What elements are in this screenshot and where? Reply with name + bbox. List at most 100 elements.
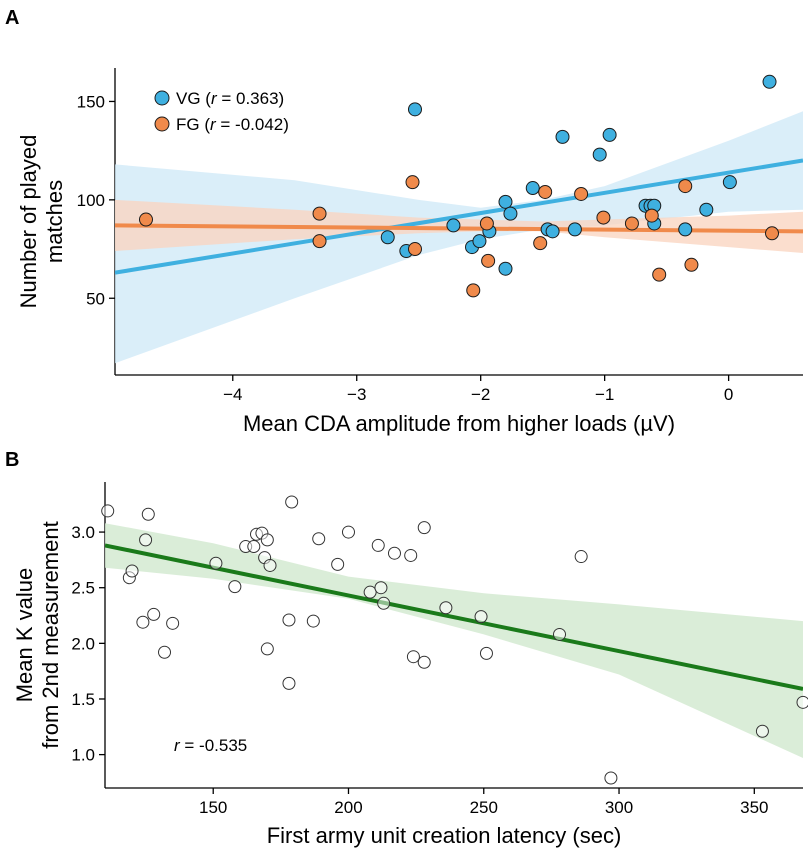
- a-point-fg: [138, 212, 153, 227]
- a-point-fg: [533, 236, 548, 251]
- panel-a: −4 −3 −2 −1 0 50 100 150 VG (r = 0.363) FG (r = -…: [16, 68, 803, 436]
- a-point-fg: [312, 206, 327, 221]
- a-point-vg: [503, 206, 518, 221]
- a-point-vg: [567, 222, 582, 237]
- legend-marker-fg: [154, 116, 170, 132]
- a-point-vg: [525, 181, 540, 196]
- b-point: [260, 533, 274, 547]
- b-point: [209, 556, 223, 570]
- a-point-vg: [472, 234, 487, 249]
- b-point: [260, 642, 274, 656]
- b-point: [474, 610, 488, 624]
- b-y-axis-title: Mean K valuefrom 2nd measurement: [12, 521, 63, 748]
- a-point-vg: [678, 222, 693, 237]
- b-point: [228, 580, 242, 594]
- legend-label-fg: FG (r = -0.042): [176, 115, 289, 134]
- b-fit-line: [105, 543, 803, 691]
- b-point: [387, 546, 401, 560]
- a-x-tick-label: −1: [595, 385, 614, 404]
- a-point-vg: [555, 129, 570, 144]
- b-point: [377, 596, 391, 610]
- a-point-fg: [684, 257, 699, 272]
- a-point-fg: [678, 179, 693, 194]
- b-point: [312, 532, 326, 546]
- b-point: [439, 601, 453, 615]
- a-point-fg: [312, 234, 327, 249]
- a-x-axis-title: Mean CDA amplitude from higher loads (µV…: [243, 411, 675, 436]
- b-point: [404, 548, 418, 562]
- a-point-fg: [574, 186, 589, 201]
- a-y-tick-label: 100: [77, 191, 105, 210]
- b-point: [574, 550, 588, 564]
- b-point: [263, 558, 277, 572]
- b-y-tick-label: 3.0: [71, 523, 95, 542]
- a-x-tick-label: −4: [223, 385, 242, 404]
- a-x-tick-label: 0: [724, 385, 733, 404]
- b-point: [363, 585, 377, 599]
- a-point-vg: [498, 194, 513, 209]
- a-y-axis-title: Number of playedmatches: [16, 135, 67, 309]
- b-y-tick-label: 1.5: [71, 690, 95, 709]
- a-point-fg: [407, 242, 422, 257]
- b-point: [247, 540, 261, 554]
- b-plot-area: [105, 523, 803, 758]
- b-point: [374, 581, 388, 595]
- a-point-fg: [644, 208, 659, 223]
- a-ci-band-vg: [115, 111, 803, 364]
- a-fit-line-vg: [115, 158, 803, 275]
- b-x-tick-label: 300: [605, 798, 633, 817]
- b-point: [553, 627, 567, 641]
- b-point: [147, 607, 161, 621]
- panel-label-a: A: [5, 7, 19, 29]
- b-point: [139, 533, 153, 547]
- a-point-fg: [538, 184, 553, 199]
- a-point-fg: [652, 267, 667, 282]
- b-point: [417, 521, 431, 535]
- b-point: [306, 614, 320, 628]
- b-point: [604, 771, 618, 785]
- b-x-axis-title: First army unit creation latency (sec): [267, 823, 622, 848]
- b-point: [371, 538, 385, 552]
- a-point-vg: [762, 74, 777, 89]
- b-point: [282, 676, 296, 690]
- b-point: [285, 495, 299, 509]
- b-correlation-annotation: r = -0.535: [174, 736, 247, 755]
- b-point: [406, 650, 420, 664]
- b-point: [101, 504, 115, 518]
- a-x-tick-label: −2: [471, 385, 490, 404]
- a-point-vg: [545, 224, 560, 239]
- a-x-tick-label: −3: [347, 385, 366, 404]
- a-point-vg: [380, 230, 395, 245]
- a-point-fg: [596, 210, 611, 225]
- a-point-vg: [602, 127, 617, 142]
- a-y-tick-label: 50: [86, 289, 105, 308]
- a-point-vg: [699, 202, 714, 217]
- legend-label-vg: VG (r = 0.363): [176, 89, 284, 108]
- b-y-tick-label: 1.0: [71, 746, 95, 765]
- b-point: [341, 525, 355, 539]
- b-point: [141, 507, 155, 521]
- b-ci-band: [105, 523, 803, 758]
- b-x-tick-label: 350: [740, 798, 768, 817]
- b-point: [125, 564, 139, 578]
- b-x-tick-label: 200: [334, 798, 362, 817]
- b-y-tick-label: 2.5: [71, 579, 95, 598]
- a-point-vg: [498, 261, 513, 276]
- a-point-vg: [407, 102, 422, 117]
- a-point-fg: [765, 226, 780, 241]
- a-point-vg: [722, 175, 737, 190]
- b-point: [331, 557, 345, 571]
- a-point-fg: [405, 175, 420, 190]
- a-point-fg: [624, 216, 639, 231]
- panel-b: 150 200 250 300 350 1.0 1.5 2.0 2.5 3.0 r = -0.535…: [12, 482, 808, 848]
- b-x-tick-label: 150: [199, 798, 227, 817]
- a-point-fg: [481, 253, 496, 268]
- panel-label-b: B: [5, 449, 19, 471]
- b-x-tick-label: 250: [470, 798, 498, 817]
- b-point: [166, 616, 180, 630]
- a-point-vg: [446, 218, 461, 233]
- a-point-fg: [466, 283, 481, 298]
- a-plot-area: [115, 111, 803, 364]
- b-point: [796, 695, 808, 709]
